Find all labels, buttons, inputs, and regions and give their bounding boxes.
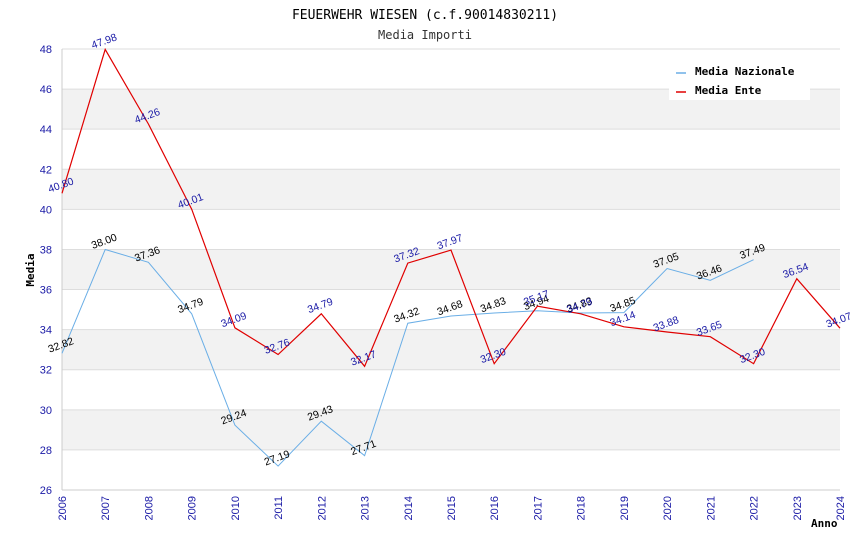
x-tick-label: 2022 xyxy=(749,496,761,520)
y-tick-label: 46 xyxy=(40,84,52,96)
x-tick-label: 2013 xyxy=(360,496,372,520)
y-tick-label: 26 xyxy=(40,485,52,497)
grid-lines xyxy=(62,48,840,491)
x-tick-label: 2016 xyxy=(489,496,501,520)
grid-band xyxy=(62,409,840,450)
y-tick-label: 40 xyxy=(40,204,52,216)
y-tick-label: 44 xyxy=(40,124,52,136)
chart-subtitle: Media Importi xyxy=(378,28,472,42)
chart-title: FEUERWEHR WIESEN (c.f.90014830211) xyxy=(292,8,558,23)
x-tick-label: 2020 xyxy=(662,496,674,520)
x-tick-label: 2015 xyxy=(446,496,458,520)
y-tick-label: 28 xyxy=(40,445,52,457)
x-tick-label: 2024 xyxy=(835,496,847,520)
x-tick-label: 2017 xyxy=(532,496,544,520)
legend-label-media-nazionale: Media Nazionale xyxy=(695,65,795,78)
data-label: 34.09 xyxy=(219,310,248,330)
x-tick-label: 2021 xyxy=(705,496,717,520)
series-lines xyxy=(61,47,841,467)
grid-band xyxy=(62,169,840,210)
data-label: 38.00 xyxy=(90,231,119,251)
y-tick-label: 42 xyxy=(40,164,52,176)
x-tick-label: 2006 xyxy=(57,496,69,520)
series-line-media-ente xyxy=(61,47,841,368)
y-axis-label: Media xyxy=(24,253,37,286)
axes xyxy=(61,49,840,491)
y-tick-label: 38 xyxy=(40,244,52,256)
grid-bands xyxy=(62,89,840,450)
data-label: 34.79 xyxy=(306,296,335,316)
legend-label-media-ente: Media Ente xyxy=(695,84,762,97)
y-tick-label: 36 xyxy=(40,285,52,297)
y-tick-label: 48 xyxy=(40,44,52,56)
x-tick-label: 2023 xyxy=(792,496,804,520)
x-tick-label: 2018 xyxy=(576,496,588,520)
x-tick-label: 2012 xyxy=(316,496,328,520)
x-tick-label: 2019 xyxy=(619,496,631,520)
data-label: 34.07 xyxy=(825,310,850,330)
legend-box xyxy=(669,60,810,100)
y-tick-labels: 26 28 30 32 34 36 38 40 42 44 46 48 xyxy=(40,44,52,497)
x-tick-label: 2008 xyxy=(143,496,155,520)
x-tick-label: 2011 xyxy=(273,496,285,520)
x-tick-label: 2014 xyxy=(403,496,415,520)
grid-band xyxy=(62,329,840,370)
x-axis-label: Anno xyxy=(811,517,838,530)
x-tick-label: 2010 xyxy=(230,496,242,520)
legend: Media Nazionale Media Ente xyxy=(669,60,810,100)
y-tick-label: 34 xyxy=(40,325,52,337)
x-tick-label: 2009 xyxy=(187,496,199,520)
data-label: 34.32 xyxy=(392,305,421,325)
x-tick-label: 2007 xyxy=(100,496,112,520)
y-tick-label: 32 xyxy=(40,365,52,377)
x-tick-labels: 2006 2007 2008 2009 2010 2011 2012 2013 2014 2015… xyxy=(57,496,847,520)
series-line-media-nazionale xyxy=(61,248,754,467)
y-tick-label: 30 xyxy=(40,405,52,417)
grid-band xyxy=(62,249,840,290)
